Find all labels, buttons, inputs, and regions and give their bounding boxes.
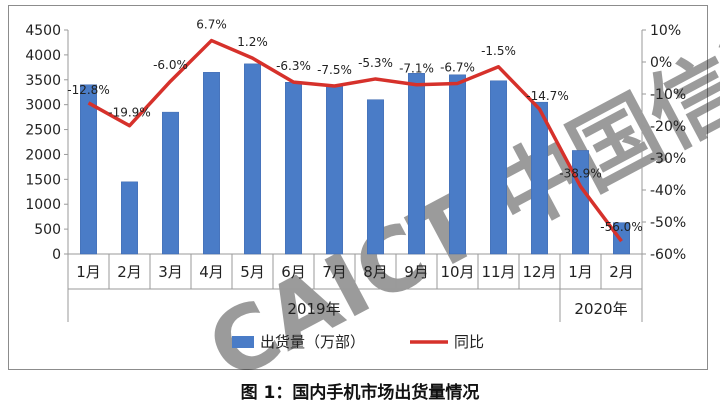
left-axis-tick-label: 500: [34, 222, 61, 238]
data-label: -1.5%: [481, 44, 516, 58]
x-category-label: 9月: [404, 263, 429, 281]
data-label: 1.2%: [237, 35, 268, 49]
left-axis-tick-label: 0: [52, 247, 61, 263]
bar: [121, 181, 138, 255]
bar-series: [80, 63, 630, 255]
data-label: -12.8%: [67, 83, 109, 97]
data-label: -6.7%: [440, 60, 475, 74]
left-axis-tick-label: 2000: [25, 147, 61, 163]
data-label: -56.0%: [600, 220, 642, 234]
left-axis-tick-label: 2500: [25, 123, 61, 139]
right-axis-tick-label: -60%: [650, 247, 686, 263]
yoy-line: [87, 38, 623, 243]
x-category-label: 12月: [522, 263, 556, 281]
bar: [80, 84, 97, 255]
right-axis-tick-label: -40%: [650, 183, 686, 199]
bar: [162, 111, 179, 255]
bar: [203, 72, 220, 255]
left-axis-tick-label: 1000: [25, 197, 61, 213]
x-category-label: 3月: [158, 263, 183, 281]
bar: [367, 99, 384, 255]
left-axis-tick-label: 1500: [25, 172, 61, 188]
left-axis-tick-label: 3000: [25, 98, 61, 114]
x-category-label: 5月: [240, 263, 265, 281]
left-axis-tick-label: 3500: [25, 73, 61, 89]
right-axis-tick-label: -50%: [650, 215, 686, 231]
axes: 0 500 1000 1500 2000 2500 3000 3500 4000 4500 10% 0…: [25, 23, 686, 322]
x-category-label: 2月: [117, 263, 142, 281]
bar: [531, 101, 548, 255]
data-label: -14.7%: [526, 89, 568, 103]
right-axis-tick-label: -30%: [650, 151, 686, 167]
combo-chart: CAICT 中国信通 05001000150020002500300035004…: [25, 0, 720, 370]
right-axis-tick-label: 0%: [650, 55, 672, 71]
left-axis-tick-label: 4000: [25, 48, 61, 64]
x-category-label: 7月: [322, 263, 347, 281]
x-category-label: 8月: [363, 263, 388, 281]
bar: [244, 63, 261, 255]
x-category-label: 1月: [76, 263, 101, 281]
data-label: 6.7%: [196, 18, 227, 32]
x-category-label: 1月: [568, 263, 593, 281]
legend-bar-swatch: [232, 336, 254, 348]
figure-caption: 图 1：国内手机市场出货量情况: [240, 383, 480, 403]
x-category-label: 2月: [609, 263, 634, 281]
legend-line-label: 同比: [454, 333, 484, 351]
right-axis-tick-label: -10%: [650, 87, 686, 103]
x-category-label: 4月: [199, 263, 224, 281]
data-label: -6.0%: [153, 58, 188, 72]
right-axis-tick-label: -20%: [650, 119, 686, 135]
legend: 出货量（万部） 同比: [232, 333, 484, 351]
data-label: -7.1%: [399, 62, 434, 76]
data-label: -19.9%: [108, 106, 150, 120]
x-group-label: 2019年: [287, 300, 340, 318]
bar: [326, 85, 343, 255]
bar: [490, 80, 507, 255]
bar: [449, 74, 466, 255]
right-axis-tick-label: 10%: [650, 23, 681, 39]
legend-bar-label: 出货量（万部）: [260, 333, 365, 351]
x-category-label: 11月: [481, 263, 515, 281]
left-axis-tick-label: 4500: [25, 23, 61, 39]
x-category-label: 10月: [440, 263, 474, 281]
line-series: [87, 38, 623, 243]
bar: [285, 82, 302, 255]
x-group-label: 2020年: [574, 300, 627, 318]
data-label: -5.3%: [358, 56, 393, 70]
bar: [408, 73, 425, 255]
data-label: -7.5%: [317, 63, 352, 77]
data-label: -6.3%: [276, 59, 311, 73]
x-category-label: 6月: [281, 263, 306, 281]
data-label: -38.9%: [559, 166, 601, 180]
data-labels: -12.8% -19.9% -6.0% 6.7% 1.2% -6.3% -7.5% -5.3%…: [67, 18, 642, 235]
